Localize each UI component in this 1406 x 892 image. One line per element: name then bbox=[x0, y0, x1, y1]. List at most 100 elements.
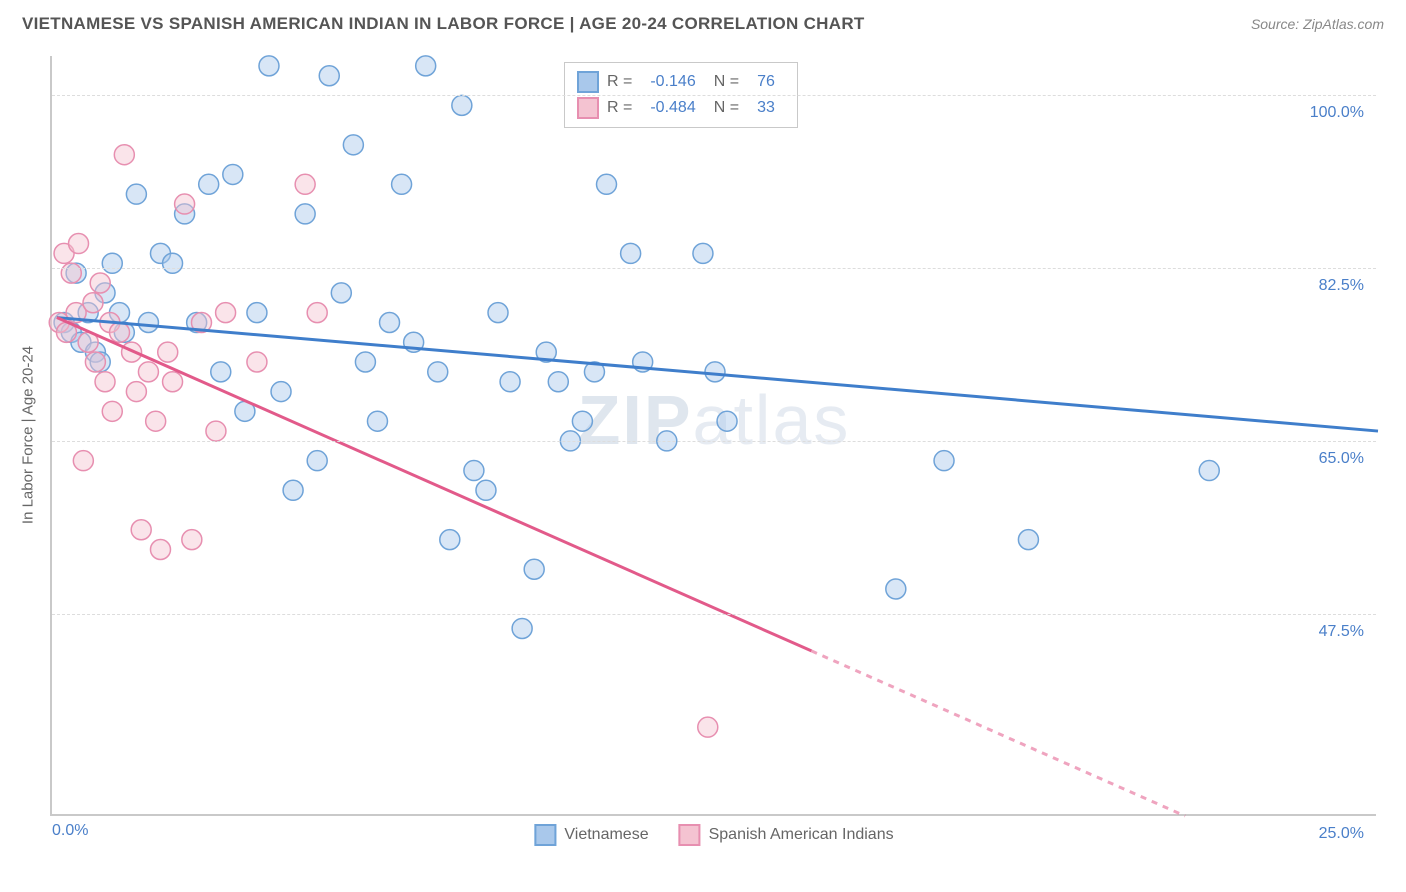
scatter-point bbox=[693, 243, 713, 263]
scatter-point bbox=[73, 451, 93, 471]
chart-title: VIETNAMESE VS SPANISH AMERICAN INDIAN IN… bbox=[22, 14, 865, 34]
scatter-point bbox=[440, 530, 460, 550]
legend-swatch bbox=[679, 824, 701, 846]
scatter-point bbox=[343, 135, 363, 155]
plot-area: In Labor Force | Age 20-24 ZIPatlas R =-… bbox=[50, 56, 1376, 816]
trend-line-dashed bbox=[811, 651, 1185, 816]
scatter-point bbox=[934, 451, 954, 471]
scatter-point bbox=[150, 540, 170, 560]
legend-n-label: N = bbox=[714, 95, 739, 121]
scatter-point bbox=[512, 618, 532, 638]
legend-row: R = -0.484 N = 33 bbox=[577, 95, 785, 121]
scatter-point bbox=[138, 362, 158, 382]
scatter-point bbox=[69, 234, 89, 254]
scatter-point bbox=[102, 401, 122, 421]
scatter-point bbox=[597, 174, 617, 194]
scatter-point bbox=[131, 520, 151, 540]
scatter-point bbox=[102, 253, 122, 273]
scatter-point bbox=[158, 342, 178, 362]
scatter-point bbox=[114, 145, 134, 165]
scatter-point bbox=[572, 411, 592, 431]
legend-label: Vietnamese bbox=[564, 826, 648, 844]
scatter-point bbox=[705, 362, 725, 382]
scatter-point bbox=[380, 312, 400, 332]
legend-n-value: 33 bbox=[757, 95, 775, 121]
scatter-point bbox=[206, 421, 226, 441]
legend-swatch bbox=[577, 71, 599, 93]
gridline bbox=[52, 268, 1376, 269]
scatter-point bbox=[488, 303, 508, 323]
legend-r-label: R = bbox=[607, 95, 632, 121]
scatter-point bbox=[621, 243, 641, 263]
gridline bbox=[52, 614, 1376, 615]
scatter-point bbox=[138, 312, 158, 332]
scatter-point bbox=[367, 411, 387, 431]
scatter-point bbox=[163, 372, 183, 392]
scatter-point bbox=[319, 66, 339, 86]
scatter-point bbox=[283, 480, 303, 500]
scatter-point bbox=[163, 253, 183, 273]
legend-swatch bbox=[534, 824, 556, 846]
scatter-point bbox=[126, 382, 146, 402]
scatter-point bbox=[428, 362, 448, 382]
scatter-point bbox=[548, 372, 568, 392]
scatter-point bbox=[1199, 461, 1219, 481]
scatter-point bbox=[83, 293, 103, 313]
scatter-svg bbox=[52, 56, 1376, 814]
legend-swatch bbox=[577, 97, 599, 119]
scatter-point bbox=[295, 204, 315, 224]
scatter-point bbox=[307, 451, 327, 471]
scatter-point bbox=[146, 411, 166, 431]
x-tick-label: 0.0% bbox=[52, 822, 88, 840]
scatter-point bbox=[464, 461, 484, 481]
scatter-point bbox=[85, 352, 105, 372]
scatter-point bbox=[211, 362, 231, 382]
legend-n-label: N = bbox=[714, 69, 739, 95]
gridline bbox=[52, 95, 1376, 96]
legend-label: Spanish American Indians bbox=[709, 826, 894, 844]
scatter-point bbox=[392, 174, 412, 194]
gridline bbox=[52, 441, 1376, 442]
scatter-point bbox=[216, 303, 236, 323]
legend-item: Spanish American Indians bbox=[679, 824, 894, 846]
scatter-point bbox=[331, 283, 351, 303]
scatter-point bbox=[476, 480, 496, 500]
scatter-point bbox=[271, 382, 291, 402]
scatter-point bbox=[1018, 530, 1038, 550]
scatter-point bbox=[110, 322, 130, 342]
scatter-point bbox=[698, 717, 718, 737]
y-axis-title: In Labor Force | Age 20-24 bbox=[20, 346, 37, 524]
y-tick-label: 47.5% bbox=[1319, 623, 1364, 641]
scatter-point bbox=[247, 303, 267, 323]
scatter-point bbox=[717, 411, 737, 431]
scatter-point bbox=[90, 273, 110, 293]
legend-row: R =-0.146N =76 bbox=[577, 69, 785, 95]
legend-item: Vietnamese bbox=[534, 824, 648, 846]
scatter-point bbox=[175, 194, 195, 214]
y-tick-label: 65.0% bbox=[1319, 450, 1364, 468]
scatter-point bbox=[524, 559, 544, 579]
scatter-point bbox=[416, 56, 436, 76]
source-name: ZipAtlas.com bbox=[1303, 16, 1384, 32]
scatter-point bbox=[307, 303, 327, 323]
scatter-point bbox=[886, 579, 906, 599]
source-prefix: Source: bbox=[1251, 16, 1303, 32]
scatter-point bbox=[126, 184, 146, 204]
series-legend: Vietnamese Spanish American Indians bbox=[534, 824, 893, 846]
x-tick-label-right: 25.0% bbox=[1319, 825, 1364, 843]
y-tick-label: 100.0% bbox=[1310, 104, 1364, 122]
legend-n-value: 76 bbox=[757, 69, 775, 95]
legend-r-value: -0.484 bbox=[650, 95, 695, 121]
source-attribution: Source: ZipAtlas.com bbox=[1251, 16, 1384, 32]
scatter-point bbox=[199, 174, 219, 194]
scatter-point bbox=[61, 263, 81, 283]
scatter-point bbox=[95, 372, 115, 392]
scatter-point bbox=[223, 164, 243, 184]
scatter-point bbox=[452, 95, 472, 115]
scatter-point bbox=[500, 372, 520, 392]
scatter-point bbox=[295, 174, 315, 194]
scatter-point bbox=[182, 530, 202, 550]
scatter-point bbox=[259, 56, 279, 76]
scatter-point bbox=[247, 352, 267, 372]
y-tick-label: 82.5% bbox=[1319, 277, 1364, 295]
